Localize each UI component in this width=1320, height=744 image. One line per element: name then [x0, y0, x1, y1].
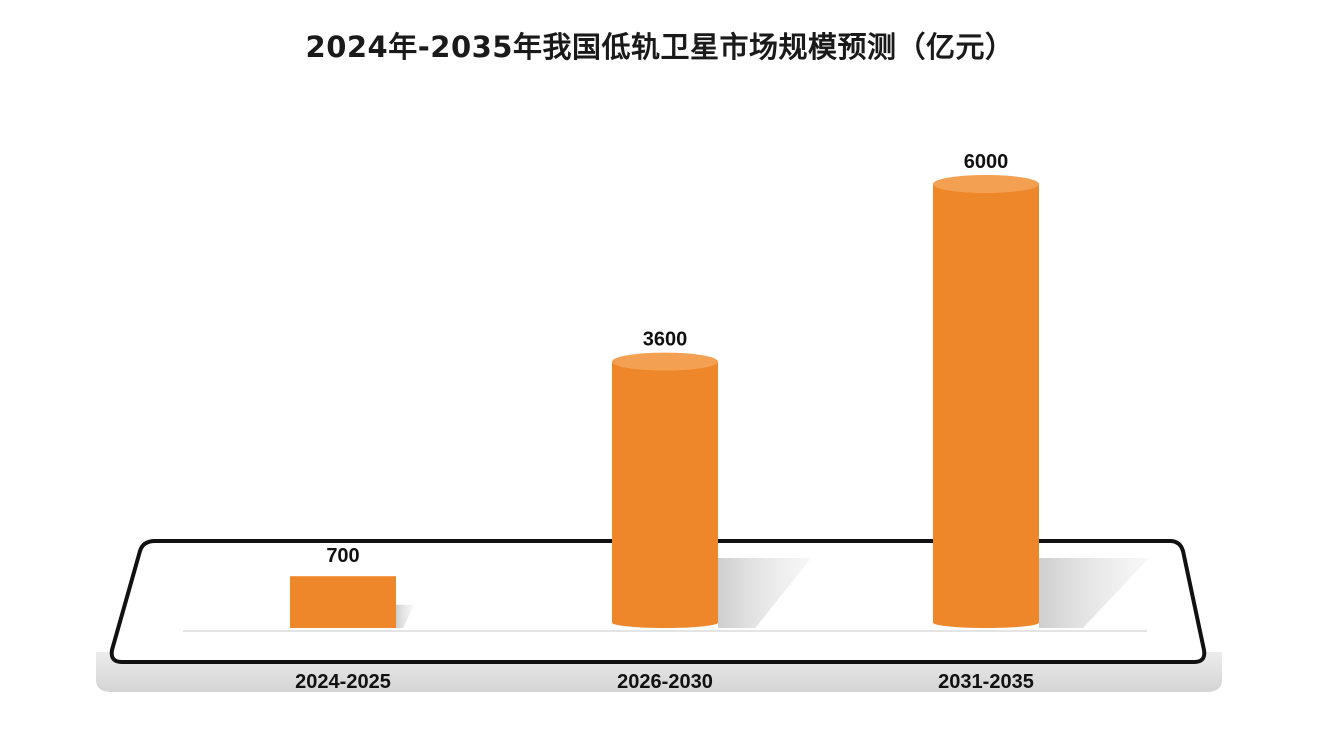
value-label: 700 [326, 545, 359, 567]
bar [933, 184, 1039, 628]
bar-top [933, 175, 1039, 193]
category-label: 2026-2030 [617, 671, 713, 693]
bar [612, 361, 718, 628]
bar-shadow [1039, 558, 1149, 628]
value-label: 6000 [964, 151, 1009, 173]
category-label: 2024-2025 [295, 671, 391, 693]
chart-title: 2024年-2035年我国低轨卫星市场规模预测（亿元） [305, 30, 1015, 64]
bar-shadow [396, 604, 415, 628]
category-label: 2031-2035 [938, 671, 1034, 693]
value-label: 3600 [643, 329, 688, 351]
bar [290, 576, 396, 628]
bar-shadow [718, 558, 812, 628]
bar-top [612, 352, 718, 371]
